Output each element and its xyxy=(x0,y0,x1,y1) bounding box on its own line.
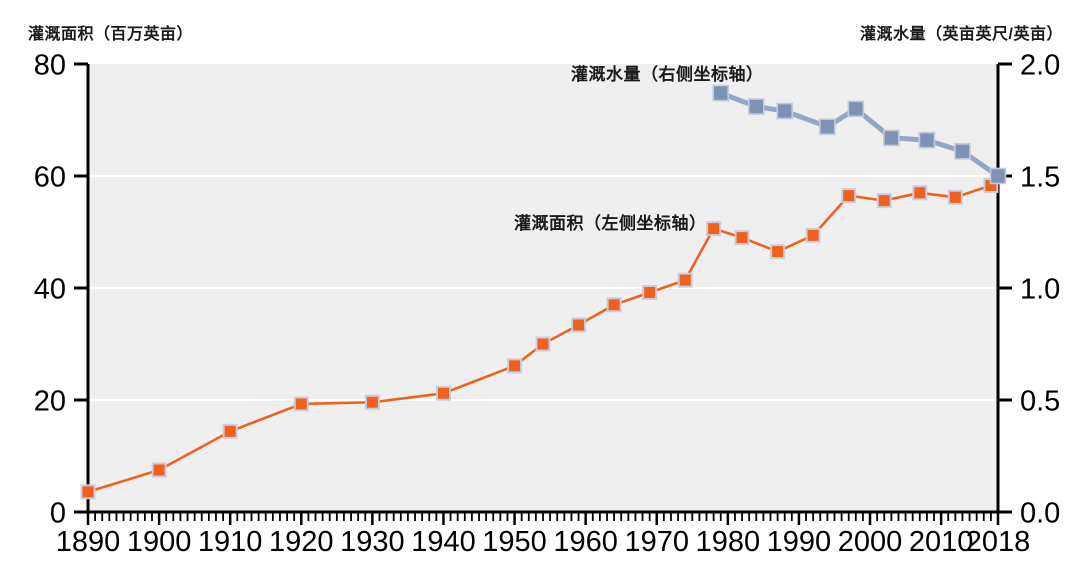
data-point-irrigated-area xyxy=(677,272,693,288)
data-point-irrigated-area xyxy=(947,189,963,205)
left-axis-title: 灌溉面积（百万英亩） xyxy=(28,26,194,43)
x-tick-label: 1980 xyxy=(696,526,761,558)
x-tick-label: 1990 xyxy=(767,526,832,558)
data-point-irrigated-area xyxy=(642,284,658,300)
data-point-irrigated-area xyxy=(435,385,451,401)
left-axis-tick-label: 80 xyxy=(34,49,66,81)
data-point-water-applied xyxy=(819,118,836,136)
data-point-water-applied xyxy=(918,131,936,149)
x-tick-label: 1910 xyxy=(198,526,263,558)
data-point-water-applied xyxy=(954,143,971,160)
x-tick-label: 1890 xyxy=(56,526,121,558)
x-tick-label: 1940 xyxy=(411,526,476,558)
left-axis-tick-label: 0 xyxy=(50,497,66,529)
data-point-irrigated-area xyxy=(706,221,722,237)
x-tick-label: 1930 xyxy=(340,526,405,558)
data-point-water-applied xyxy=(747,98,765,115)
x-tick-label: 1950 xyxy=(482,526,547,558)
right-axis-tick-label: 0.0 xyxy=(1020,497,1060,529)
right-axis-tick-label: 1.5 xyxy=(1020,161,1060,193)
series-label-irrigated-area: 灌溉面积（左侧坐标轴） xyxy=(514,214,707,233)
x-tick-label: 1920 xyxy=(269,526,334,558)
left-axis-tick-label: 40 xyxy=(34,273,66,305)
data-point-irrigated-area xyxy=(770,244,786,260)
data-point-water-applied xyxy=(847,100,865,118)
data-point-irrigated-area xyxy=(507,358,523,374)
x-tick-label: 2010 xyxy=(909,526,974,558)
data-point-irrigated-area xyxy=(80,484,96,500)
right-axis-tick-label: 2.0 xyxy=(1020,49,1060,81)
data-point-water-applied xyxy=(883,129,900,147)
right-axis-tick-label: 1.0 xyxy=(1020,273,1060,305)
x-tick-label: 1960 xyxy=(553,526,618,558)
data-point-irrigated-area xyxy=(876,193,892,209)
x-tick-label: 2000 xyxy=(838,526,903,558)
data-point-irrigated-area xyxy=(841,188,857,204)
right-axis-title: 灌溉水量（英亩英尺/英亩） xyxy=(860,26,1063,43)
data-point-irrigated-area xyxy=(734,230,750,246)
data-point-irrigated-area xyxy=(571,317,587,333)
data-point-irrigated-area xyxy=(364,394,380,410)
left-axis-tick-label: 20 xyxy=(34,385,66,417)
data-point-water-applied xyxy=(989,167,1007,185)
x-tick-label: 1900 xyxy=(127,526,192,558)
data-point-water-applied xyxy=(712,84,730,102)
left-axis-tick-label: 60 xyxy=(34,161,66,193)
data-point-irrigated-area xyxy=(805,227,821,243)
data-point-water-applied xyxy=(776,102,794,120)
data-point-irrigated-area xyxy=(912,185,928,201)
x-tick-label: 2018 xyxy=(966,526,1031,558)
right-axis-tick-label: 0.5 xyxy=(1020,385,1060,417)
data-point-irrigated-area xyxy=(151,462,167,478)
x-tick-label: 1970 xyxy=(624,526,689,558)
series-label-water-applied: 灌溉水量（右侧坐标轴） xyxy=(571,65,764,84)
data-point-irrigated-area xyxy=(606,297,622,313)
data-point-irrigated-area xyxy=(535,336,551,352)
data-point-irrigated-area xyxy=(222,423,238,439)
data-point-irrigated-area xyxy=(293,396,309,412)
